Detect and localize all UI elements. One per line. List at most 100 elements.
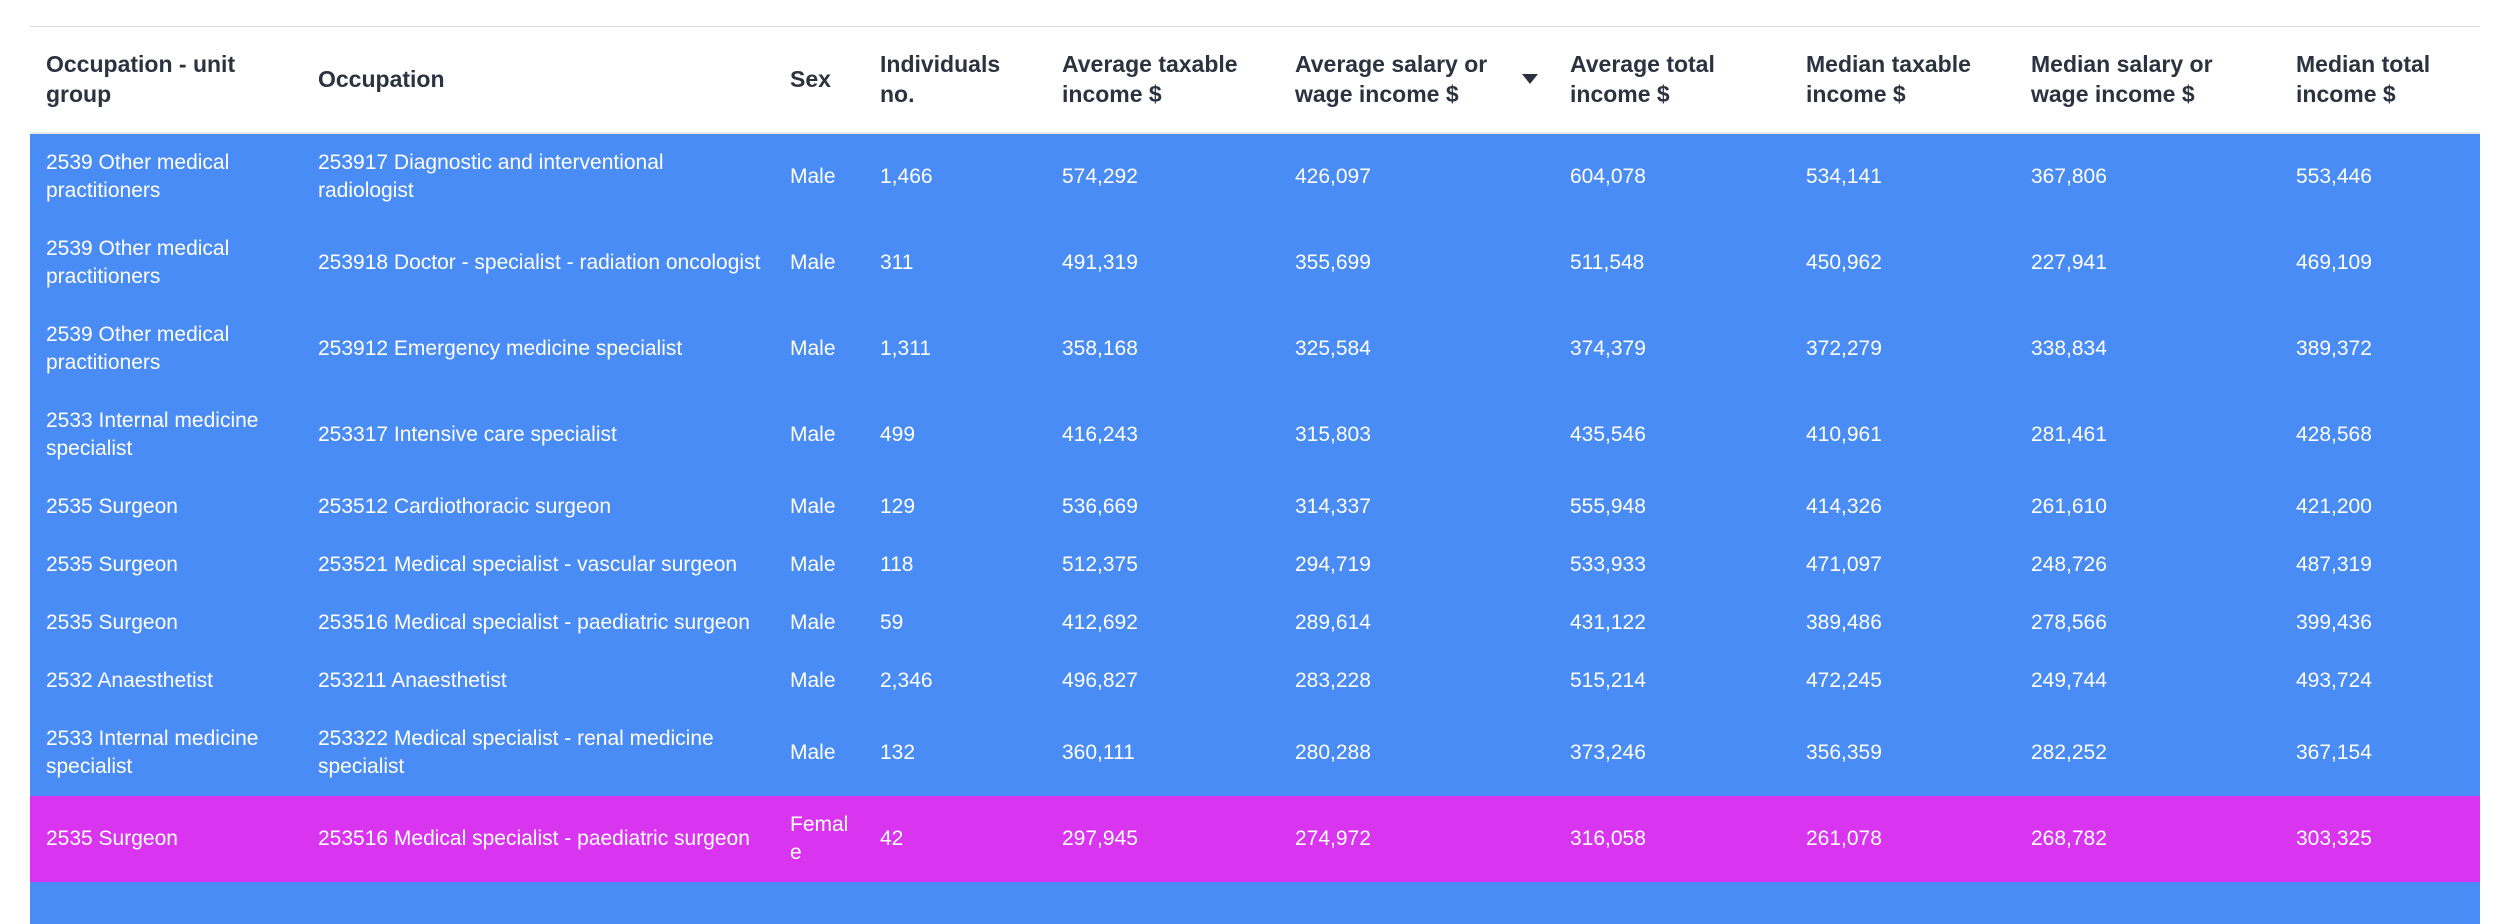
table-row[interactable]: 2535 Surgeon 253521 Medical specialist - … [30,535,2480,594]
cell-avg-taxable-income: 496,827 [1046,651,1279,710]
cell-avg-taxable-income: 512,375 [1046,535,1279,594]
table-header: Occupation - unit group Occupation Sex I… [30,26,2480,134]
column-header-occupation-unit-group[interactable]: Occupation - unit group [30,26,302,134]
sort-descending-icon[interactable] [1522,74,1538,85]
column-header-label: Occupation - unit group [46,51,236,108]
cell-occupation: 253512 Cardiothoracic surgeon [302,477,774,536]
cell-occupation: 253211 Anaesthetist [302,651,774,710]
cell-occupation: 253322 Medical specialist - renal medici… [302,709,774,796]
cell-individuals: 1,311 [864,305,1046,392]
cell-med-total-income: 399,436 [2280,593,2480,652]
cell-avg-total-income: 511,548 [1554,219,1790,306]
cell-individuals: 1,466 [864,132,1046,220]
table-row[interactable]: 2539 Other medical practitioners 253917 D… [30,132,2480,220]
column-header-occupation[interactable]: Occupation [302,26,774,134]
column-header-average-total-income[interactable]: Average total income $ [1554,26,1790,134]
cell-sex: Male [774,305,864,392]
cell-med-taxable-income: 472,245 [1790,651,2015,710]
cell-unit-group: 2535 Surgeon [30,535,302,594]
table-row[interactable]: 2535 Surgeon 253516 Medical specialist - … [30,593,2480,652]
cell-med-salary-wage-income: 261,610 [2015,477,2280,536]
table-row[interactable]: 2539 Other medical practitioners 253912 E… [30,305,2480,392]
cell-avg-salary-wage-income: 325,584 [1279,305,1554,392]
cell-avg-total-income: 431,122 [1554,593,1790,652]
cell-avg-total-income: 316,058 [1554,795,1790,882]
table-row[interactable]: 2535 Surgeon 253512 Cardiothoracic surgeo… [30,477,2480,536]
cell-individuals: 311 [864,219,1046,306]
cell-med-total-income: 487,319 [2280,535,2480,594]
cell-med-total-income: 367,154 [2280,709,2480,796]
cell-sex: Male [774,709,864,796]
cell-avg-total-income: 435,546 [1554,391,1790,478]
cell-med-salary-wage-income: 268,782 [2015,795,2280,882]
column-header-median-total-income[interactable]: Median total income $ [2280,26,2480,134]
cell-unit-group: 2539 Other medical practitioners [30,305,302,392]
cell-avg-salary-wage-income: 314,337 [1279,477,1554,536]
cell-med-salary-wage-income: 249,744 [2015,651,2280,710]
cell-avg-taxable-income: 574,292 [1046,132,1279,220]
cell-med-total-income: 389,372 [2280,305,2480,392]
table-row[interactable]: 2539 Other medical practitioners 253918 D… [30,219,2480,306]
cell-med-total-income: 421,200 [2280,477,2480,536]
header-row: Occupation - unit group Occupation Sex I… [30,26,2480,134]
column-header-sex[interactable]: Sex [774,26,864,134]
column-header-median-taxable-income[interactable]: Median taxable income $ [1790,26,2015,134]
column-header-median-salary-wage-income[interactable]: Median salary or wage income $ [2015,26,2280,134]
cell-unit-group: 2535 Surgeon [30,593,302,652]
cell-med-salary-wage-income: 367,806 [2015,132,2280,220]
cell-avg-salary-wage-income: 274,972 [1279,795,1554,882]
cell-partial [30,881,2480,924]
cell-med-total-income: 428,568 [2280,391,2480,478]
cell-unit-group: 2535 Surgeon [30,795,302,882]
cell-sex: Male [774,391,864,478]
cell-avg-total-income: 533,933 [1554,535,1790,594]
table-row[interactable]: 2535 Surgeon 253516 Medical specialist - … [30,795,2480,882]
column-header-individuals-no[interactable]: Individuals no. [864,26,1046,134]
cell-avg-salary-wage-income: 280,288 [1279,709,1554,796]
cell-avg-salary-wage-income: 355,699 [1279,219,1554,306]
cell-individuals: 132 [864,709,1046,796]
cell-avg-taxable-income: 297,945 [1046,795,1279,882]
cell-avg-total-income: 604,078 [1554,132,1790,220]
column-header-label: Median taxable income $ [1806,51,1971,108]
table-row[interactable]: 2533 Internal medicine specialist 253322 … [30,709,2480,796]
cell-occupation: 253912 Emergency medicine specialist [302,305,774,392]
cell-med-taxable-income: 372,279 [1790,305,2015,392]
cell-avg-taxable-income: 360,111 [1046,709,1279,796]
cell-sex: Male [774,132,864,220]
column-header-label: Average total income $ [1570,51,1715,108]
cell-avg-total-income: 374,379 [1554,305,1790,392]
cell-individuals: 118 [864,535,1046,594]
cell-avg-salary-wage-income: 315,803 [1279,391,1554,478]
cell-sex: Female [774,795,864,882]
cell-med-salary-wage-income: 281,461 [2015,391,2280,478]
cell-unit-group: 2533 Internal medicine specialist [30,391,302,478]
table-row-partial[interactable] [30,881,2480,924]
cell-unit-group: 2533 Internal medicine specialist [30,709,302,796]
cell-unit-group: 2539 Other medical practitioners [30,219,302,306]
cell-unit-group: 2535 Surgeon [30,477,302,536]
cell-sex: Male [774,593,864,652]
cell-occupation: 253317 Intensive care specialist [302,391,774,478]
column-header-average-salary-wage-income[interactable]: Average salary or wage income $ [1279,26,1554,134]
table-row[interactable]: 2532 Anaesthetist 253211 Anaesthetist Male… [30,651,2480,710]
cell-unit-group: 2539 Other medical practitioners [30,132,302,220]
cell-med-taxable-income: 534,141 [1790,132,2015,220]
cell-med-taxable-income: 261,078 [1790,795,2015,882]
cell-avg-salary-wage-income: 289,614 [1279,593,1554,652]
column-header-label: Individuals no. [880,51,1001,108]
table-row[interactable]: 2533 Internal medicine specialist 253317 … [30,391,2480,478]
column-header-average-taxable-income[interactable]: Average taxable income $ [1046,26,1279,134]
cell-med-total-income: 303,325 [2280,795,2480,882]
cell-med-taxable-income: 471,097 [1790,535,2015,594]
cell-avg-taxable-income: 416,243 [1046,391,1279,478]
cell-individuals: 2,346 [864,651,1046,710]
cell-med-taxable-income: 389,486 [1790,593,2015,652]
cell-sex: Male [774,477,864,536]
column-header-label: Sex [790,66,831,93]
cell-sex: Male [774,651,864,710]
cell-med-taxable-income: 410,961 [1790,391,2015,478]
cell-individuals: 499 [864,391,1046,478]
cell-med-taxable-income: 414,326 [1790,477,2015,536]
column-header-label: Median total income $ [2296,51,2431,108]
